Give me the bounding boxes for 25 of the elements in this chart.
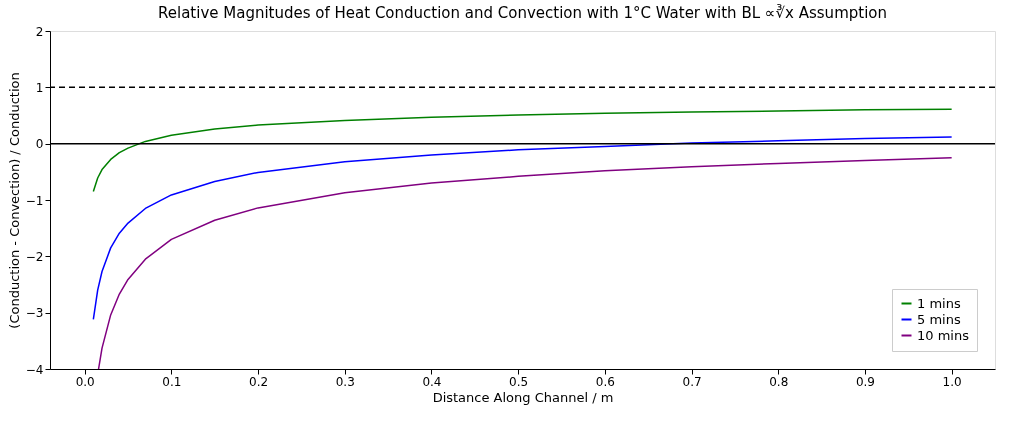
legend-label: 10 mins [917, 327, 970, 343]
x-tick-label: 1.0 [942, 374, 962, 389]
legend-label: 5 mins [917, 311, 961, 327]
y-axis-title: (Conduction - Convection) / Conduction [6, 72, 22, 329]
x-tick-label: 0.9 [855, 374, 875, 389]
y-tick-label: −2 [25, 249, 44, 264]
x-tick-label: 0.2 [249, 374, 269, 389]
y-tick-label: 0 [35, 137, 44, 152]
legend-label: 1 mins [917, 295, 961, 311]
x-tick-label: 0.1 [162, 374, 182, 389]
chart-title: Relative Magnitudes of Heat Conduction and Convection with 1°C Water with BL ∝∛x Assumption [158, 4, 887, 22]
y-tick-label: 1 [35, 80, 44, 95]
x-tick-label: 0.7 [682, 374, 702, 389]
x-tick-label: 0.5 [509, 374, 529, 389]
x-tick-label: 0.6 [595, 374, 615, 389]
x-tick-label: 0.0 [75, 374, 95, 389]
x-tick-label: 0.4 [422, 374, 442, 389]
y-tick-label: 2 [35, 24, 44, 39]
x-tick-label: 0.8 [769, 374, 789, 389]
x-tick-label: 0.3 [335, 374, 355, 389]
y-tick-label: −1 [25, 193, 44, 208]
x-axis-title: Distance Along Channel / m [432, 389, 614, 405]
line-series [92, 108, 953, 193]
y-tick-label: −3 [25, 306, 44, 321]
y-tick-label: −4 [25, 362, 44, 377]
